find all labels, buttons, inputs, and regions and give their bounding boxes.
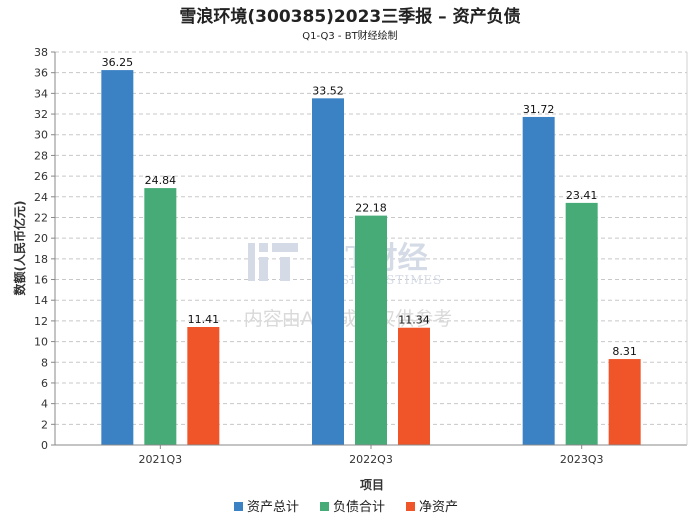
bar <box>187 326 220 445</box>
x-tick-label: 2021Q3 <box>139 453 183 466</box>
data-label: 36.25 <box>102 56 134 69</box>
legend-swatch <box>406 502 415 511</box>
data-label: 23.41 <box>566 189 598 202</box>
x-tick-label: 2022Q3 <box>349 453 393 466</box>
y-tick-label: 34 <box>34 87 48 100</box>
data-label: 31.72 <box>523 103 555 116</box>
bar <box>144 188 177 445</box>
y-tick-label: 20 <box>34 232 48 245</box>
legend-label: 净资产 <box>419 500 458 515</box>
legend-label: 负债合计 <box>333 500 385 515</box>
x-axis-title: 项目 <box>360 478 384 492</box>
y-tick-label: 10 <box>34 336 48 349</box>
y-axis-title: 数额(人民币亿元) <box>12 201 27 296</box>
y-tick-label: 26 <box>34 170 48 183</box>
bars <box>101 70 641 445</box>
y-tick-label: 4 <box>41 398 48 411</box>
bar <box>355 215 387 445</box>
data-label: 33.52 <box>312 84 344 97</box>
y-tick-label: 0 <box>41 439 48 452</box>
data-label: 11.41 <box>188 313 220 326</box>
y-tick-label: 38 <box>34 46 48 59</box>
bar <box>312 98 344 445</box>
legend: 资产总计 负债合计 净资产 <box>234 500 458 515</box>
bar <box>398 327 430 445</box>
watermark-note: 内容由AI生成，仅供参考 <box>244 308 453 330</box>
x-axis-categories: 2021Q3 2022Q3 2023Q3 <box>139 445 604 466</box>
data-labels: 36.25 24.84 11.41 33.52 22.18 11.34 31.72 23.41… <box>102 56 637 358</box>
y-tick-label: 24 <box>34 191 48 204</box>
y-tick-label: 18 <box>34 253 48 266</box>
y-tick-label: 28 <box>34 149 48 162</box>
y-tick-label: 2 <box>41 418 48 431</box>
y-tick-label: 22 <box>34 211 48 224</box>
bar <box>101 70 134 445</box>
chart-title: 雪浪环境(300385)2023三季报 – 资产负债 <box>179 6 520 27</box>
y-tick-label: 6 <box>41 377 48 390</box>
legend-item: 净资产 <box>406 500 458 515</box>
legend-item: 资产总计 <box>234 500 299 515</box>
data-label: 22.18 <box>355 202 387 215</box>
data-label: 24.84 <box>145 174 177 187</box>
y-tick-label: 16 <box>34 274 48 287</box>
y-tick-label: 12 <box>34 315 48 328</box>
bar <box>608 359 641 445</box>
y-tick-label: 14 <box>34 294 48 307</box>
data-label: 8.31 <box>612 345 637 358</box>
y-tick-label: 30 <box>34 129 48 142</box>
y-tick-label: 36 <box>34 67 48 80</box>
watermark-logo-mark <box>248 243 298 281</box>
legend-label: 资产总计 <box>247 500 299 515</box>
chart-subtitle: Q1-Q3 - BT财经绘制 <box>302 29 397 42</box>
y-tick-label: 8 <box>41 356 48 369</box>
y-tick-label: 32 <box>34 108 48 121</box>
data-label: 11.34 <box>398 314 430 327</box>
x-tick-label: 2023Q3 <box>560 453 604 466</box>
legend-item: 负债合计 <box>320 500 385 515</box>
bar <box>522 116 555 445</box>
legend-swatch <box>320 502 329 511</box>
legend-swatch <box>234 502 243 511</box>
bar <box>565 202 598 445</box>
